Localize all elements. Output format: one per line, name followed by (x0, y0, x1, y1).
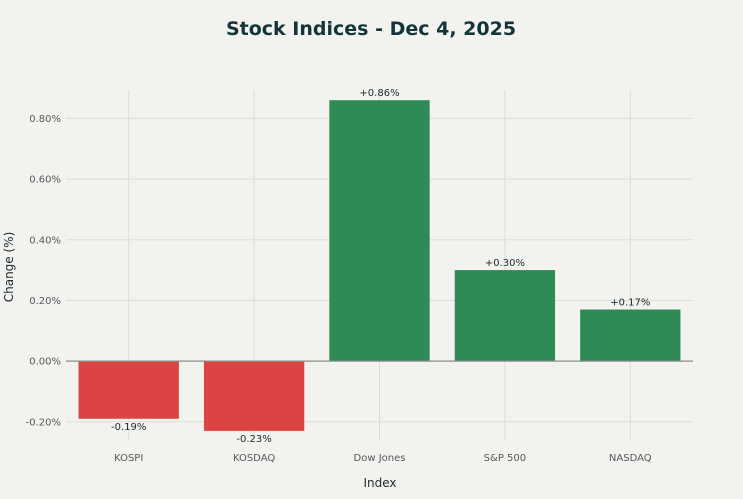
y-tick-label: 0.00% (29, 357, 61, 368)
bar (78, 361, 179, 419)
x-tick-label: KOSPI (114, 453, 143, 464)
bar (203, 361, 305, 431)
bar-data-label: -0.19% (111, 422, 146, 433)
bar (329, 100, 430, 362)
x-tick-label: S&P 500 (484, 453, 526, 464)
x-tick-label: NASDAQ (609, 453, 652, 464)
y-axis-title: Change (%) (2, 232, 16, 303)
y-tick-label: 0.20% (29, 296, 61, 307)
bar (580, 309, 681, 362)
y-tick-label: -0.20% (26, 417, 61, 428)
bar-data-label: -0.23% (236, 434, 271, 445)
bar-data-label: +0.86% (359, 88, 399, 99)
y-tick-label: 0.80% (29, 114, 61, 125)
y-axis-ticks: -0.20% 0.00% 0.20% 0.40% 0.60% 0.80% (26, 114, 61, 428)
bar-data-label: +0.30% (485, 258, 525, 269)
bars (78, 100, 681, 431)
x-axis-ticks: KOSPI KOSDAQ Dow Jones S&P 500 NASDAQ (114, 453, 652, 464)
bar (454, 270, 556, 362)
x-tick-label: Dow Jones (354, 453, 406, 464)
data-labels: -0.19% -0.23% +0.86% +0.30% +0.17% (111, 88, 650, 445)
chart-title: Stock Indices - Dec 4, 2025 (226, 18, 516, 40)
x-tick-label: KOSDAQ (233, 453, 275, 464)
y-tick-label: 0.40% (29, 235, 61, 246)
bar-data-label: +0.17% (610, 298, 650, 309)
x-axis-title: Index (363, 476, 396, 490)
y-tick-label: 0.60% (29, 175, 61, 186)
